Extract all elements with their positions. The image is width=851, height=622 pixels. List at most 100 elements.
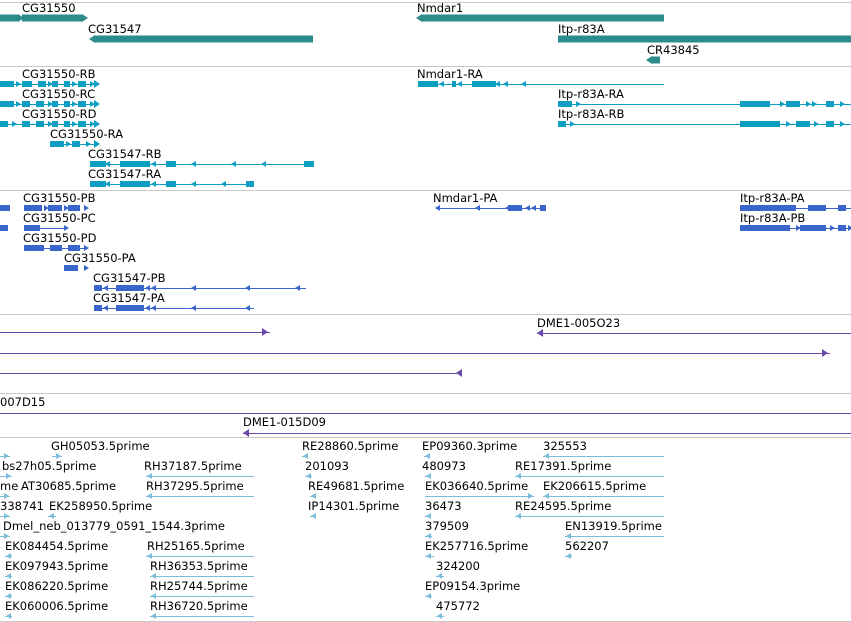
est-label[interactable]: RH36720.5prime: [150, 599, 248, 613]
transcript-label[interactable]: CG31550-RA: [50, 127, 124, 141]
protein-exon[interactable]: [94, 285, 102, 291]
est-label[interactable]: 201093: [305, 459, 349, 473]
gene-bar-cg31547[interactable]: [95, 35, 313, 43]
est-label[interactable]: AT30685.5prime: [21, 479, 117, 493]
transcript-exon[interactable]: [52, 121, 58, 127]
transcript-exon[interactable]: [796, 121, 810, 127]
transcript-label[interactable]: CG31550-RC: [22, 87, 96, 101]
est-label[interactable]: RH37187.5prime: [144, 459, 242, 473]
est-label[interactable]: EK086220.5prime: [5, 579, 109, 593]
est-label[interactable]: EK036640.5prime: [425, 479, 529, 493]
clone-label[interactable]: 007D15: [0, 395, 46, 409]
protein-label[interactable]: CG31550-PD: [23, 231, 97, 245]
est-label[interactable]: Dmel_neb_013779_0591_1544.3prime: [3, 519, 225, 533]
transcript-exon[interactable]: [0, 121, 8, 127]
gene-bar-cg31550[interactable]: [22, 14, 82, 22]
est-label[interactable]: RH37295.5prime: [146, 479, 244, 493]
transcript-exon[interactable]: [246, 181, 254, 187]
transcript-exon[interactable]: [120, 181, 150, 187]
transcript-exon[interactable]: [78, 101, 86, 107]
est-label[interactable]: IP14301.5prime: [308, 499, 400, 513]
protein-exon[interactable]: [0, 225, 8, 231]
transcript-exon[interactable]: [64, 101, 70, 107]
protein-label[interactable]: Itp-r83A-PB: [740, 211, 806, 225]
protein-label[interactable]: CG31550-PA: [64, 251, 136, 265]
gene-label[interactable]: Nmdar1: [417, 1, 464, 15]
gene-label[interactable]: CR43845: [647, 43, 700, 57]
protein-exon[interactable]: [64, 265, 78, 271]
transcript-exon[interactable]: [0, 101, 14, 107]
transcript-label[interactable]: Itp-r83A-RB: [558, 107, 625, 121]
transcript-label[interactable]: CG31550-RD: [22, 107, 97, 121]
protein-label[interactable]: Itp-r83A-PA: [740, 191, 805, 205]
protein-exon[interactable]: [24, 245, 44, 251]
protein-exon[interactable]: [0, 205, 10, 211]
gene-bar-cr43845[interactable]: [652, 56, 660, 64]
est-label[interactable]: RE17391.5prime: [515, 459, 612, 473]
est-label[interactable]: 36473: [425, 499, 462, 513]
est-label[interactable]: EK084454.5prime: [5, 539, 109, 553]
protein-exon[interactable]: [50, 245, 62, 251]
est-label[interactable]: EP09154.3prime: [425, 579, 521, 593]
protein-exon[interactable]: [116, 305, 144, 311]
transcript-exon[interactable]: [740, 121, 780, 127]
est-label[interactable]: RH25165.5prime: [147, 539, 245, 553]
transcript-exon[interactable]: [36, 121, 44, 127]
transcript-label[interactable]: CG31547-RB: [88, 147, 162, 161]
transcript-exon[interactable]: [826, 101, 834, 107]
est-label[interactable]: RE24595.5prime: [515, 499, 612, 513]
transcript-exon[interactable]: [558, 101, 572, 107]
transcript-exon[interactable]: [418, 81, 438, 87]
gene-label[interactable]: CG31547: [88, 22, 142, 36]
transcript-exon[interactable]: [78, 121, 86, 127]
protein-label[interactable]: CG31550-PC: [23, 211, 96, 225]
transcript-exon[interactable]: [166, 161, 176, 167]
transcript-exon[interactable]: [90, 161, 106, 167]
transcript-exon[interactable]: [120, 161, 150, 167]
est-label[interactable]: RH25744.5prime: [150, 579, 248, 593]
transcript-exon[interactable]: [38, 81, 46, 87]
est-label[interactable]: EK257716.5prime: [425, 539, 529, 553]
est-label[interactable]: EK060006.5prime: [5, 599, 109, 613]
transcript-exon[interactable]: [558, 121, 566, 127]
est-label[interactable]: EK097943.5prime: [5, 559, 109, 573]
est-label[interactable]: EP09360.3prime: [422, 439, 518, 453]
transcript-exon[interactable]: [50, 141, 64, 147]
est-label[interactable]: 480973: [422, 459, 466, 473]
protein-exon[interactable]: [94, 305, 102, 311]
transcript-exon[interactable]: [452, 81, 456, 87]
clone-label[interactable]: DME1-005O23: [537, 316, 621, 330]
transcript-exon[interactable]: [36, 101, 44, 107]
protein-exon[interactable]: [48, 205, 62, 211]
protein-exon[interactable]: [800, 225, 826, 231]
protein-label[interactable]: Nmdar1-PA: [433, 191, 498, 205]
transcript-exon[interactable]: [22, 81, 32, 87]
est-label[interactable]: me: [0, 479, 19, 493]
protein-exon[interactable]: [68, 245, 80, 251]
transcript-exon[interactable]: [22, 121, 30, 127]
transcript-exon[interactable]: [52, 81, 58, 87]
gene-label[interactable]: Itp-r83A: [558, 22, 605, 36]
protein-exon[interactable]: [24, 205, 42, 211]
protein-label[interactable]: CG31550-PB: [23, 191, 96, 205]
protein-exon[interactable]: [540, 205, 546, 211]
protein-exon[interactable]: [740, 225, 790, 231]
est-label[interactable]: RH36353.5prime: [150, 559, 248, 573]
protein-exon[interactable]: [740, 205, 796, 211]
est-label[interactable]: 325553: [543, 439, 587, 453]
est-label[interactable]: 338741: [0, 499, 44, 513]
transcript-exon[interactable]: [78, 81, 86, 87]
transcript-exon[interactable]: [304, 161, 314, 167]
transcript-exon[interactable]: [166, 181, 176, 187]
protein-exon[interactable]: [68, 205, 80, 211]
gene-bar-nmdar1[interactable]: [422, 14, 664, 22]
transcript-exon[interactable]: [64, 81, 70, 87]
transcript-label[interactable]: Nmdar1-RA: [417, 67, 483, 81]
gene-bar-cg31550-left[interactable]: [0, 14, 18, 22]
transcript-exon[interactable]: [64, 121, 70, 127]
est-label[interactable]: 379509: [425, 519, 469, 533]
transcript-exon[interactable]: [786, 101, 800, 107]
est-label[interactable]: 324200: [436, 559, 480, 573]
clone-label[interactable]: DME1-015D09: [243, 415, 326, 429]
transcript-label[interactable]: CG31547-RA: [88, 167, 162, 181]
